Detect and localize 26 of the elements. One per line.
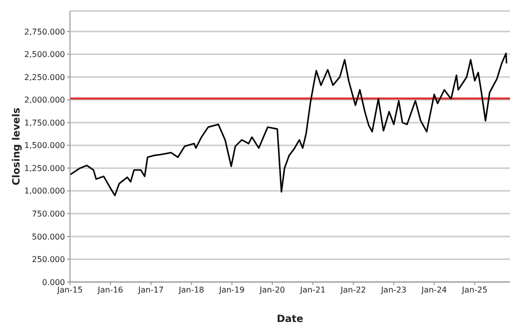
x-axis-title: Date xyxy=(276,314,304,325)
x-tick-label: Jan-20 xyxy=(258,286,286,295)
x-tick-label: Jan-23 xyxy=(380,286,406,295)
y-tick-label: 750.000 xyxy=(32,210,65,219)
x-tick-label: Jan-15 xyxy=(56,286,83,295)
y-tick-label: 1,750.000 xyxy=(24,118,65,128)
x-tick-label: Jan-17 xyxy=(137,286,164,295)
x-tick-label: Jan-22 xyxy=(340,286,366,295)
y-tick-label: 1,000.000 xyxy=(24,186,65,196)
x-tick-label: Jan-21 xyxy=(299,286,326,295)
y-tick-label: 2,500.000 xyxy=(24,50,65,60)
x-tick-label: Jan-19 xyxy=(218,286,245,295)
y-tick-label: 250.000 xyxy=(32,255,65,264)
x-tick-label: Jan-16 xyxy=(96,286,124,295)
y-tick-label: 2,750.000 xyxy=(24,27,65,36)
y-tick-label: 1,500.000 xyxy=(24,141,65,150)
y-tick-label: 2,250.000 xyxy=(24,72,65,82)
y-tick-label: 0.000 xyxy=(42,278,65,287)
y-axis-title: Closing levels xyxy=(12,108,23,186)
y-tick-label: 1,250.000 xyxy=(24,164,65,173)
x-tick-label: Jan-25 xyxy=(461,286,488,295)
line-series xyxy=(70,52,508,196)
x-tick-label: Jan-24 xyxy=(420,286,447,295)
x-tick-label: Jan-18 xyxy=(178,286,204,295)
y-tick-label: 500.000 xyxy=(32,232,65,242)
y-tick-label: 2,000.000 xyxy=(24,96,65,105)
